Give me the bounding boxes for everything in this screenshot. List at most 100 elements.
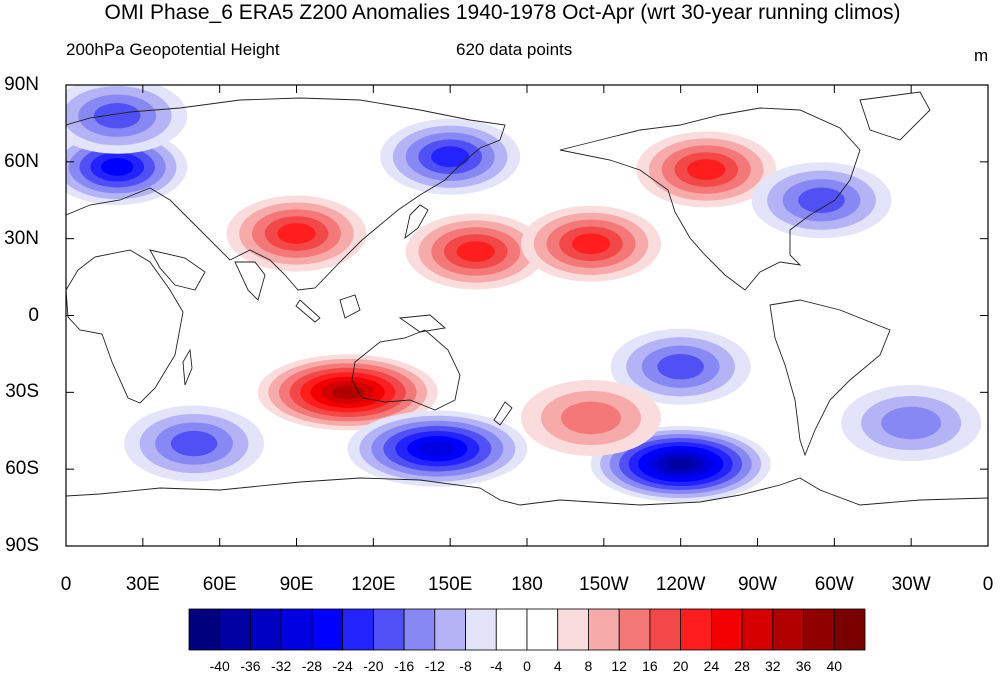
anomaly-contour	[431, 146, 470, 168]
colorbar-swatch	[280, 608, 313, 651]
coast-north-america	[559, 107, 861, 291]
colorbar-swatch	[495, 608, 528, 651]
colorbar-label: 4	[553, 658, 562, 674]
colorbar-label: -32	[271, 658, 292, 674]
lon-tick-label: 0	[982, 574, 994, 595]
coast-madagascar	[182, 348, 193, 386]
lon-tick-label: 30E	[125, 574, 160, 595]
colorbar-swatch	[833, 608, 866, 651]
coast-borneo	[339, 294, 361, 319]
lat-tick-label: 30S	[5, 381, 39, 403]
colorbar-label: 0	[523, 658, 531, 674]
anomaly-contour	[419, 441, 456, 457]
colorbar-label: -4	[490, 658, 503, 674]
lon-tick-label: 120E	[351, 574, 396, 595]
colorbar-swatch	[803, 608, 835, 651]
colorbar-label: -24	[332, 658, 353, 674]
coast-japan	[404, 204, 429, 240]
colorbar-label: -36	[240, 658, 261, 674]
lon-tick-label: 60E	[202, 574, 237, 595]
lat-tick-label: 90N	[4, 74, 39, 95]
colorbar-label: -12	[424, 658, 445, 674]
colorbar-swatch	[649, 608, 682, 651]
colorbar-swatch	[311, 608, 344, 651]
colorbar-swatch	[680, 608, 712, 651]
colorbar-label: 40	[826, 658, 843, 674]
map-title: OMI Phase_6 ERA5 Z200 Anomalies 1940-197…	[104, 1, 901, 24]
colorbar-swatch	[372, 608, 405, 651]
colorbar-label: 28	[734, 658, 750, 674]
colorbar-swatch	[557, 608, 589, 651]
lon-tick-label: 90E	[279, 574, 314, 595]
coast-antarctica	[66, 477, 988, 506]
coast-newzealand	[493, 401, 513, 426]
colorbar-label: -28	[301, 658, 323, 674]
colorbar-label: -16	[393, 658, 415, 674]
coast-sumatra	[295, 299, 321, 323]
coast-newguinea	[398, 314, 447, 333]
lon-tick-label: 180	[511, 574, 543, 595]
colorbar-label: -20	[363, 658, 384, 674]
coast-south-america	[769, 299, 891, 457]
anomaly-contour	[331, 385, 364, 400]
colorbar-swatch	[434, 608, 466, 651]
anomaly-contour	[561, 401, 622, 435]
anomaly-contour	[798, 187, 845, 213]
colorbar-swatch	[618, 608, 651, 651]
colorbar-swatch	[710, 608, 743, 651]
anomaly-contour	[101, 158, 134, 176]
lat-tick-label: 60N	[4, 150, 39, 172]
anomaly-contour	[666, 458, 695, 471]
coast-india	[234, 261, 266, 301]
colorbar-label: 12	[611, 658, 627, 674]
colorbar	[188, 608, 866, 651]
colorbar-label: -8	[459, 658, 472, 674]
anomaly-contour	[687, 159, 726, 180]
colorbar-label: 16	[642, 658, 658, 674]
lon-tick-label: 120W	[655, 574, 706, 595]
colorbar-swatch	[342, 608, 374, 651]
lat-tick-label: 90S	[5, 535, 39, 556]
colorbar-swatch	[188, 608, 221, 651]
lat-tick-label: 60S	[5, 458, 39, 480]
contour-layer	[66, 85, 982, 503]
lon-tick-label: 0	[60, 574, 72, 595]
colorbar-swatch	[772, 608, 804, 651]
colorbar-swatch	[741, 608, 774, 651]
coastline-layer	[66, 91, 988, 506]
lat-tick-label: 0	[28, 304, 39, 326]
anomaly-contour	[170, 430, 218, 457]
coast-africa	[66, 249, 184, 404]
colorbar-swatch	[465, 608, 497, 651]
coast-greenland	[859, 91, 931, 141]
anomaly-contour	[456, 241, 495, 262]
colorbar-label: 24	[703, 658, 720, 674]
lon-tick-label: 60W	[814, 574, 854, 595]
lon-tick-label: 150E	[427, 574, 473, 595]
coast-eurasia	[66, 97, 506, 291]
colorbar-label: 8	[584, 658, 593, 674]
axis-ticks	[65, 84, 989, 547]
units-label: m	[974, 46, 989, 65]
anomaly-contour	[881, 406, 942, 440]
colorbar-swatch	[526, 608, 559, 651]
lon-tick-label: 90W	[737, 574, 778, 595]
colorbar-label: 20	[672, 658, 689, 674]
anomaly-contour	[93, 103, 141, 129]
colorbar-swatch	[403, 608, 436, 651]
lon-tick-label: 30W	[891, 574, 931, 595]
colorbar-label: 36	[795, 658, 812, 674]
coast-australia	[351, 329, 461, 411]
lat-tick-label: 30N	[4, 227, 39, 249]
colorbar-label: 32	[765, 658, 781, 674]
anomaly-contour	[571, 233, 611, 255]
data-points-subtitle: 620 data points	[456, 40, 573, 59]
colorbar-label: -40	[209, 658, 230, 674]
colorbar-swatch	[219, 608, 251, 651]
colorbar-swatch	[588, 608, 620, 651]
coast-arabia	[149, 249, 206, 291]
variable-subtitle: 200hPa Geopotential Height	[66, 40, 280, 59]
lon-tick-label: 150W	[579, 574, 629, 595]
anomaly-contour	[277, 223, 316, 244]
